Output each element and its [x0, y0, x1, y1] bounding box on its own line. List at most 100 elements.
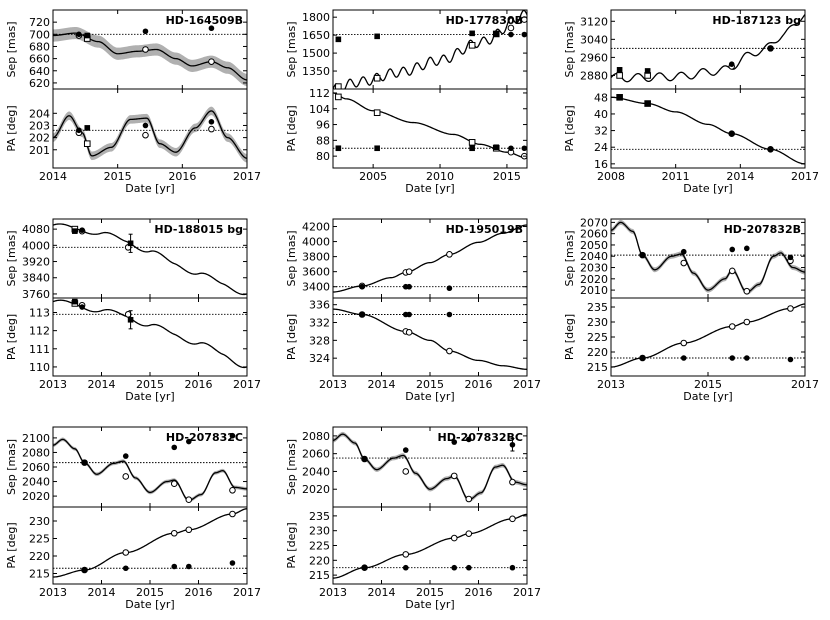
- observed-point: [728, 130, 735, 137]
- observed-point: [402, 564, 409, 571]
- observed-point: [359, 283, 365, 290]
- observed-point: [493, 31, 500, 37]
- y-tick-label: 2010: [580, 284, 608, 297]
- y-tick-label: 328: [309, 334, 330, 347]
- observed-point: [229, 560, 236, 566]
- y-tick-label: 640: [29, 65, 50, 78]
- predicted-point: [335, 83, 342, 89]
- observed-point: [127, 316, 134, 323]
- y-tick-label: 2030: [580, 262, 608, 275]
- observed-point: [508, 31, 514, 38]
- x-tick-label: 2015: [104, 170, 132, 183]
- y-axis-label: Sep [mas]: [563, 22, 576, 78]
- plot-area: [611, 94, 805, 165]
- observed-point: [469, 145, 475, 152]
- panel-title: HD-207832B: [724, 223, 801, 236]
- observed-point: [644, 68, 651, 74]
- uncertainty-band: [53, 27, 247, 86]
- plot-area: [333, 308, 527, 370]
- x-tick-label: 2017: [233, 586, 261, 599]
- x-tick-label: 2014: [39, 170, 67, 183]
- y-tick-label: 3040: [580, 33, 608, 46]
- observed-point: [186, 563, 192, 570]
- y-tick-label: 4200: [302, 221, 330, 234]
- observed-point: [81, 567, 88, 573]
- y-tick-label: 235: [309, 510, 330, 523]
- model-curve: [53, 223, 247, 296]
- subplot: 2880 2960 3040 3120 Sep [mas]: [563, 9, 806, 90]
- observed-point: [446, 285, 453, 292]
- observed-point: [508, 145, 514, 152]
- observed-point: [446, 311, 453, 318]
- observed-point: [451, 564, 458, 571]
- x-tick-label: 2017: [513, 586, 541, 599]
- predicted-point: [185, 496, 193, 504]
- y-tick-label: 220: [309, 554, 330, 567]
- y-tick-label: 2960: [580, 51, 608, 64]
- subplot: 215 220 225 230 2013 2014 2015 2016 2017 PA [deg]: [5, 506, 261, 599]
- x-tick-label: 2013: [597, 378, 625, 391]
- x-tick-label: 2015: [694, 378, 722, 391]
- y-axis-label: PA [deg]: [285, 314, 298, 360]
- predicted-point: [509, 478, 516, 486]
- y-axis-label: PA [deg]: [5, 522, 18, 568]
- x-tick-label: 2017: [791, 170, 819, 183]
- y-tick-label: 3840: [22, 272, 50, 285]
- plot-area: [333, 513, 527, 579]
- y-tick-label: 4000: [302, 236, 330, 249]
- y-tick-label: 104: [309, 103, 330, 116]
- observed-point: [466, 564, 472, 571]
- y-tick-label: 324: [309, 352, 330, 365]
- predicted-point: [122, 473, 130, 480]
- y-tick-label: 111: [29, 343, 50, 356]
- observed-point: [84, 125, 91, 131]
- x-tick-label: 2013: [39, 586, 67, 599]
- y-tick-label: 40: [594, 108, 608, 121]
- y-tick-label: 332: [309, 317, 330, 330]
- observed-point: [335, 36, 342, 43]
- y-tick-label: 112: [309, 87, 330, 100]
- x-tick-label: 2016: [185, 378, 213, 391]
- x-tick-label: 2015: [136, 586, 164, 599]
- predicted-point: [680, 339, 688, 347]
- axes-frame: [52, 88, 248, 169]
- plot-area: [611, 219, 805, 295]
- model-curve: [333, 308, 527, 370]
- y-tick-label: 225: [309, 540, 330, 553]
- y-tick-label: 202: [29, 132, 50, 145]
- y-tick-label: 2020: [580, 273, 608, 286]
- predicted-point: [680, 259, 688, 267]
- x-axis-label: Date [yr]: [125, 390, 174, 403]
- subplot: 215 220 225 230 235 2013 2015 2017 PA [deg]: [563, 297, 819, 391]
- x-tick-label: 2015: [493, 170, 521, 183]
- predicted-point: [208, 125, 215, 133]
- x-tick-label: 2011: [662, 170, 690, 183]
- model-curve: [53, 110, 247, 159]
- predicted-point: [728, 267, 736, 275]
- x-tick-label: 2015: [136, 378, 164, 391]
- y-tick-label: 1650: [302, 29, 330, 42]
- y-tick-label: 220: [29, 550, 50, 563]
- x-tick-label: 2014: [368, 586, 396, 599]
- predicted-point: [185, 526, 193, 534]
- y-axis-label: Sep [mas]: [563, 231, 576, 287]
- y-tick-label: 215: [309, 569, 330, 582]
- model-curve: [53, 508, 247, 578]
- predicted-point: [468, 139, 476, 146]
- y-axis-label: PA [deg]: [5, 105, 18, 151]
- y-tick-label: 215: [587, 361, 608, 374]
- y-tick-label: 2070: [580, 216, 608, 229]
- panel-title: HD-195019B: [446, 223, 523, 236]
- x-tick-label: 2014: [726, 170, 754, 183]
- y-axis-label: Sep [mas]: [285, 439, 298, 495]
- observed-point: [361, 456, 368, 462]
- x-tick-label: 2013: [319, 378, 347, 391]
- observed-point: [639, 252, 646, 258]
- y-tick-label: 720: [29, 16, 50, 29]
- observed-point: [644, 100, 651, 107]
- y-axis-label: PA [deg]: [285, 522, 298, 568]
- plot-area: [611, 14, 805, 83]
- y-tick-label: 110: [29, 361, 50, 374]
